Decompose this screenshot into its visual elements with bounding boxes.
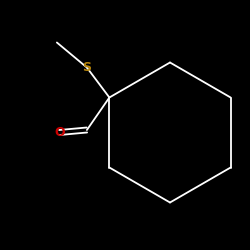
Text: S: S [82, 61, 92, 74]
Text: O: O [54, 126, 65, 139]
